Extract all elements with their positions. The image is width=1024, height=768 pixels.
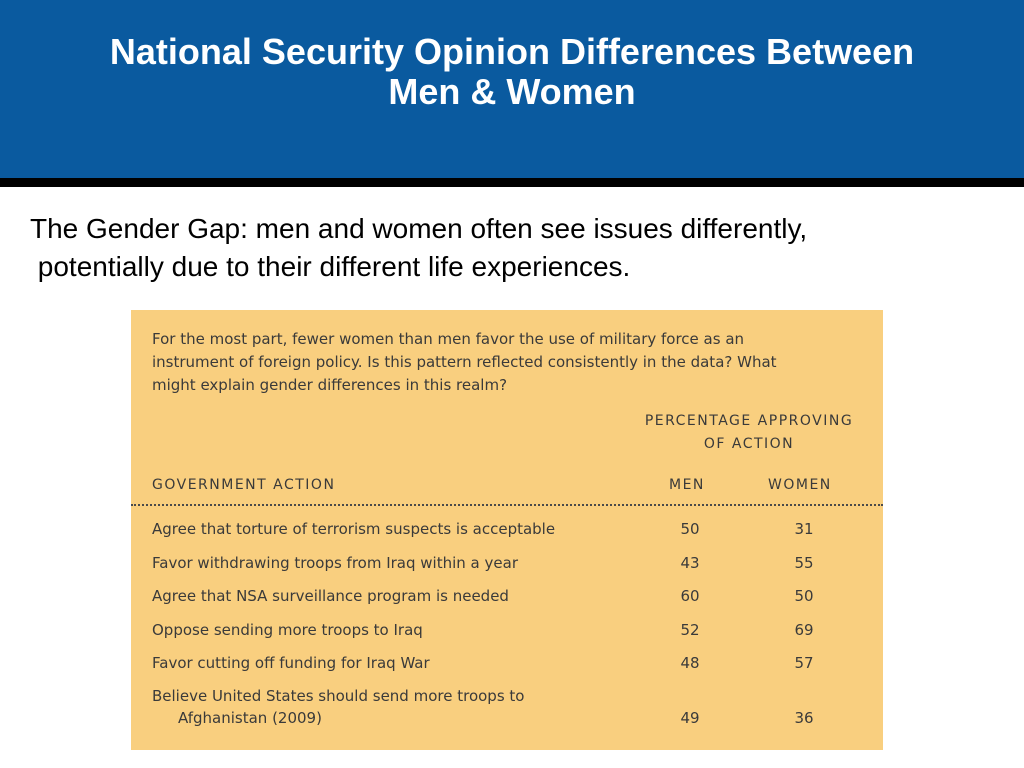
- subtitle-line-2: potentially due to their different life …: [30, 251, 631, 282]
- slide-title: National Security Opinion Differences Be…: [0, 32, 1024, 112]
- question-line-1: For the most part, fewer women than men …: [152, 330, 745, 348]
- subtitle-line-1: The Gender Gap: men and women often see …: [30, 213, 808, 244]
- row-label: Oppose sending more troops to Iraq: [152, 621, 423, 639]
- panel-question: For the most part, fewer women than men …: [152, 328, 852, 397]
- men-value: 48: [680, 654, 700, 672]
- title-banner: [0, 0, 1024, 178]
- men-value: 49: [680, 709, 700, 727]
- question-line-3: might explain gender differences in this…: [152, 376, 508, 394]
- column-header-government-action: GOVERNMENT ACTION: [152, 477, 336, 493]
- header-divider: [131, 504, 883, 506]
- row-label: Favor withdrawing troops from Iraq withi…: [152, 554, 518, 572]
- row-label: Favor cutting off funding for Iraq War: [152, 654, 430, 672]
- slide-title-line-1: National Security Opinion Differences Be…: [109, 31, 915, 72]
- men-value: 60: [680, 587, 700, 605]
- percentage-header: PERCENTAGE APPROVING OF ACTION: [619, 410, 879, 456]
- percentage-header-line-2: OF ACTION: [703, 436, 795, 452]
- title-divider: [0, 178, 1024, 187]
- women-value: 55: [794, 554, 814, 572]
- question-line-2: instrument of foreign policy. Is this pa…: [152, 353, 777, 371]
- row-label: Agree that NSA surveillance program is n…: [152, 587, 509, 605]
- men-value: 50: [680, 520, 700, 538]
- percentage-header-line-1: PERCENTAGE APPROVING: [644, 413, 854, 429]
- women-value: 69: [794, 621, 814, 639]
- women-value: 36: [794, 709, 814, 727]
- row-label-line-1: Believe United States should send more t…: [152, 687, 525, 705]
- women-value: 50: [794, 587, 814, 605]
- row-label-line-2: Afghanistan (2009): [178, 709, 322, 727]
- column-header-women: WOMEN: [768, 477, 832, 493]
- column-header-men: MEN: [669, 477, 705, 493]
- men-value: 52: [680, 621, 700, 639]
- slide-title-line-2: Men & Women: [388, 71, 636, 112]
- row-label: Believe United States should send more t…: [152, 685, 524, 729]
- women-value: 57: [794, 654, 814, 672]
- women-value: 31: [794, 520, 814, 538]
- data-panel: For the most part, fewer women than men …: [131, 310, 883, 750]
- row-label: Agree that torture of terrorism suspects…: [152, 520, 556, 538]
- slide-subtitle: The Gender Gap: men and women often see …: [30, 210, 1010, 286]
- men-value: 43: [680, 554, 700, 572]
